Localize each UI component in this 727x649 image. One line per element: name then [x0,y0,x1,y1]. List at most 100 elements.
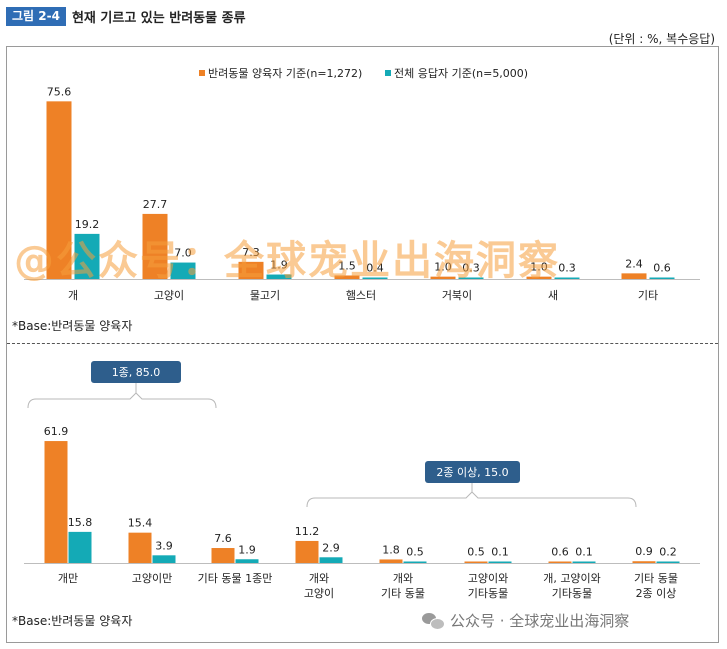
figure-title-row: 그림 2-4 현재 기르고 있는 반려동물 종류 [6,6,246,26]
base-note-bottom: *Base:반려동물 양육자 [12,614,133,628]
footer-watermark: 公众号 · 全球宠业出海洞察 [422,610,629,631]
bottom-bar-owners-7 [632,561,656,563]
top-bar-owners-1 [142,213,168,279]
bottom-value-label-all-2: 1.9 [238,543,256,556]
top-bar-all-6 [649,277,675,279]
top-value-label-owners-0: 75.6 [47,85,72,98]
bottom-value-label-all-4: 0.5 [406,546,424,559]
top-bar-owners-3 [334,275,360,279]
bottom-bar-all-3 [319,557,343,563]
top-bar-all-0 [74,233,100,279]
watermark-overlay: @公众号：全球宠业出海洞察 [14,238,560,284]
bottom-category-label-5-line0: 고양이와 [468,572,508,585]
top-value-label-all-2: 1.9 [270,259,288,272]
top-value-label-all-0: 19.2 [75,218,100,231]
top-value-label-owners-3: 1.5 [338,259,356,272]
figure-title: 현재 기르고 있는 반려동물 종류 [71,10,246,26]
top-category-label-6: 기타 [638,289,658,302]
bottom-value-label-all-6: 0.1 [575,546,593,559]
bottom-bar-owners-2 [211,548,235,563]
bottom-bar-owners-6 [548,561,572,563]
bottom-category-label-7-line0: 기타 동물 [634,572,678,585]
top-bar-all-2 [266,274,292,279]
legend-swatch-orange [199,70,205,76]
bottom-bar-all-2 [235,559,259,563]
bottom-value-label-all-1: 3.9 [155,539,173,552]
bottom-bar-all-4 [403,561,427,563]
bottom-value-label-owners-7: 0.9 [635,545,653,558]
bottom-category-label-4-line0: 개와 [393,572,413,585]
bottom-category-label-0: 개만 [58,572,78,585]
top-bar-owners-5 [526,276,552,279]
bottom-bar-all-0 [68,531,92,563]
group-label-1: 2종 이상, 15.0 [436,466,508,479]
bottom-value-label-all-3: 2.9 [322,541,340,554]
bottom-value-label-owners-3: 11.2 [295,525,320,538]
bottom-value-label-owners-2: 7.6 [214,532,232,545]
top-category-label-3: 햄스터 [346,289,376,302]
top-category-label-4: 거북이 [442,289,472,302]
bottom-bar-all-5 [488,561,512,563]
top-value-label-owners-1: 27.7 [143,198,168,211]
bottom-category-label-5-line1: 기타동물 [468,587,508,600]
top-value-label-owners-6: 2.4 [625,257,643,270]
top-value-label-owners-2: 7.3 [242,246,260,259]
bottom-bar-owners-1 [128,532,152,563]
top-bar-owners-6 [621,273,647,279]
section-divider [7,343,718,344]
bottom-bar-owners-4 [379,559,403,563]
bottom-value-label-all-7: 0.2 [659,546,677,559]
bottom-bar-owners-5 [464,561,488,563]
bottom-category-label-3-line0: 개와 [309,572,329,585]
top-bar-all-4 [458,277,484,279]
top-bar-all-5 [554,277,580,279]
bottom-value-label-all-0: 15.8 [68,516,93,529]
bottom-bar-owners-0 [44,441,68,563]
bottom-bar-all-1 [152,555,176,563]
top-value-label-all-5: 0.3 [558,262,576,275]
bottom-value-label-owners-1: 15.4 [128,517,153,530]
footer-watermark-text: 公众号 · 全球宠业出海洞察 [450,612,630,630]
top-bar-all-1 [170,262,196,279]
top-category-label-2: 물고기 [250,289,280,302]
top-value-label-all-1: 7.0 [174,247,192,260]
bottom-category-label-6-line1: 기타동물 [552,587,592,600]
top-value-label-owners-5: 1.0 [530,261,548,274]
group-label-0: 1종, 85.0 [112,366,161,379]
bottom-category-label-2: 기타 동물 1종만 [198,572,273,585]
legend-swatch-teal [385,70,391,76]
top-bar-owners-2 [238,261,264,279]
units-note: (단위 : %, 복수응답) [608,32,715,46]
group-bracket-0 [27,392,217,409]
bottom-value-label-owners-5: 0.5 [467,546,485,559]
chart-frame [6,46,719,643]
top-bar-owners-4 [430,276,456,279]
bottom-value-label-owners-0: 61.9 [44,425,69,438]
top-bar-all-3 [362,277,388,279]
top-value-label-all-4: 0.3 [462,262,480,275]
bottom-category-label-4-line1: 기타 동물 [381,587,425,600]
bottom-category-label-7-line1: 2종 이상 [636,587,677,600]
bottom-value-label-owners-4: 1.8 [382,543,400,556]
figure-number-badge: 그림 2-4 [6,6,66,26]
bottom-value-label-owners-6: 0.6 [551,546,569,559]
base-note-top: *Base:반려동물 양육자 [12,319,133,333]
group-label-box-1 [425,461,520,483]
group-label-box-0 [91,361,181,383]
bottom-category-label-3-line1: 고양이 [304,587,334,600]
top-value-label-all-3: 0.4 [366,262,384,275]
bottom-value-label-all-5: 0.1 [491,546,509,559]
bottom-category-label-6-line0: 개, 고양이와 [543,572,601,585]
group-bracket-1 [306,491,637,508]
top-category-label-1: 고양이 [154,289,184,302]
bottom-bar-all-6 [572,561,596,563]
bottom-bar-owners-3 [295,540,319,563]
bottom-category-label-1: 고양이만 [132,572,172,585]
wechat-icon [422,612,445,630]
top-value-label-owners-4: 1.0 [434,261,452,274]
legend-label-owners: 반려동물 양육자 기준(n=1,272) [208,67,362,80]
top-category-label-0: 개 [68,289,78,302]
legend-label-all: 전체 응답자 기준(n=5,000) [394,67,528,80]
top-value-label-all-6: 0.6 [653,262,671,275]
